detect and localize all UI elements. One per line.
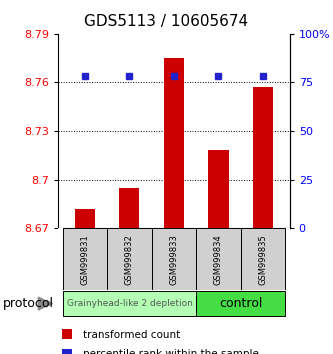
Text: Grainyhead-like 2 depletion: Grainyhead-like 2 depletion [67, 299, 192, 308]
Text: GSM999834: GSM999834 [214, 234, 223, 285]
Text: control: control [219, 297, 262, 310]
Bar [120, 188, 140, 228]
Text: GDS5113 / 10605674: GDS5113 / 10605674 [85, 14, 248, 29]
Text: GSM999833: GSM999833 [169, 234, 178, 285]
Bar [75, 209, 95, 228]
Bar [196, 228, 241, 290]
Text: GSM999832: GSM999832 [125, 234, 134, 285]
Bar [208, 150, 228, 228]
Bar [241, 228, 285, 290]
Text: transformed count: transformed count [83, 330, 180, 339]
Bar [63, 228, 107, 290]
Text: percentile rank within the sample: percentile rank within the sample [83, 349, 259, 354]
Bar [196, 291, 285, 316]
Text: GSM999831: GSM999831 [81, 234, 90, 285]
Bar [152, 228, 196, 290]
Bar [164, 58, 184, 228]
Bar [253, 87, 273, 228]
Text: protocol: protocol [3, 297, 54, 310]
Bar [63, 291, 196, 316]
Bar [107, 228, 152, 290]
Text: GSM999835: GSM999835 [258, 234, 267, 285]
